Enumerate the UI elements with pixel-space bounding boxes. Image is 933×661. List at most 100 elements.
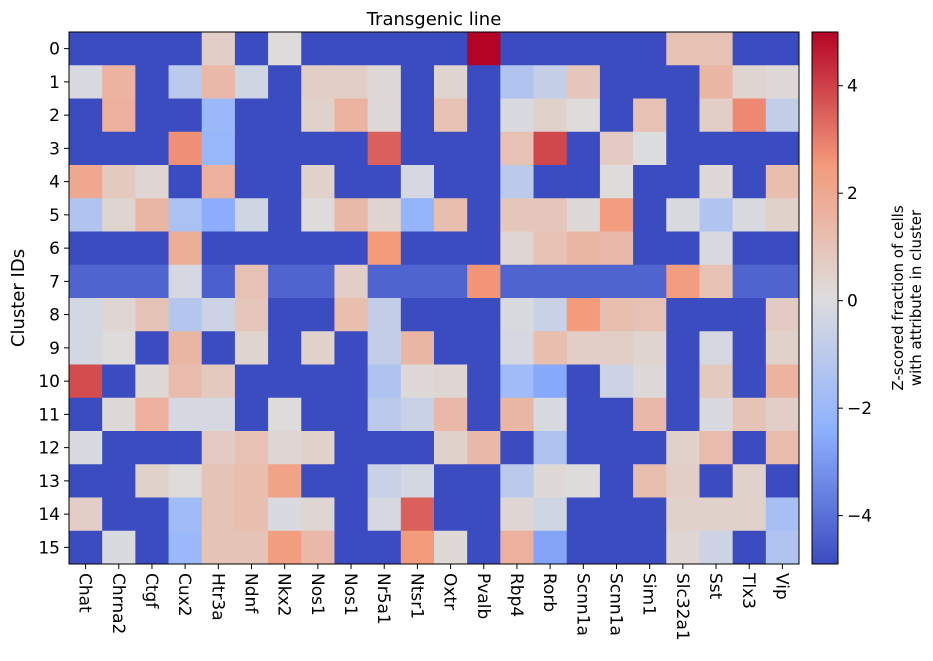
heatmap-cell <box>135 32 170 66</box>
colorbar <box>811 31 839 565</box>
heatmap-cell <box>599 364 634 399</box>
heatmap-cell <box>699 397 734 432</box>
heatmap-cell <box>135 364 170 399</box>
heatmap-cell <box>765 431 800 465</box>
y-tick-label: 11 <box>38 405 60 425</box>
heatmap-cell <box>533 530 568 565</box>
x-tick-label: Slc32a1 <box>672 573 692 641</box>
heatmap-cell <box>234 464 269 498</box>
heatmap-cell <box>699 464 734 498</box>
heatmap-cell <box>234 397 269 432</box>
heatmap-cell <box>268 32 302 66</box>
heatmap-cell <box>301 431 335 465</box>
heatmap-cell <box>566 98 601 133</box>
x-tick-label: Chrna2 <box>108 573 128 634</box>
heatmap-cell <box>69 331 103 365</box>
heatmap-cell <box>334 397 369 432</box>
heatmap-cell <box>234 231 269 266</box>
heatmap-cell <box>599 32 634 66</box>
heatmap-cell <box>69 464 103 498</box>
heatmap-cell <box>102 231 136 266</box>
heatmap-cell <box>666 231 700 266</box>
heatmap-cell <box>301 264 335 299</box>
heatmap-cell <box>135 198 170 232</box>
chart-title: Transgenic line <box>366 9 502 30</box>
heatmap-cell <box>334 298 369 332</box>
colorbar-label: Z-scored fraction of cells with attribut… <box>889 205 925 390</box>
heatmap-cell <box>268 530 302 565</box>
heatmap-cell <box>334 331 369 365</box>
heatmap-cell <box>533 198 568 232</box>
heatmap-cell <box>599 131 634 166</box>
heatmap-cell <box>467 331 501 365</box>
heatmap-cell <box>666 131 700 166</box>
heatmap-cell <box>168 165 203 199</box>
y-tick-label: 2 <box>49 106 60 126</box>
heatmap-cell <box>400 165 435 199</box>
heatmap-cell <box>301 165 335 199</box>
heatmap-cell <box>500 530 535 565</box>
heatmap-cell <box>135 231 170 266</box>
heatmap-cell <box>334 530 369 565</box>
x-tick-label: Chat <box>75 573 95 613</box>
heatmap-cell <box>168 464 203 498</box>
heatmap-cell <box>533 32 568 66</box>
heatmap-cell <box>168 65 203 99</box>
heatmap-cell <box>135 131 170 166</box>
heatmap-cell <box>699 431 734 465</box>
heatmap-cell <box>301 464 335 498</box>
heatmap-cell <box>666 431 700 465</box>
heatmap-cell <box>201 497 236 532</box>
heatmap-cell <box>367 431 402 465</box>
heatmap-cell <box>400 264 435 299</box>
heatmap-cell <box>135 98 170 133</box>
colorbar-tick-label: 4 <box>847 77 858 97</box>
heatmap-cell <box>599 65 634 99</box>
y-axis-label: Cluster IDs <box>8 249 29 347</box>
y-tick-label: 3 <box>49 139 60 159</box>
heatmap-cell <box>201 397 236 432</box>
heatmap-cell <box>765 198 800 232</box>
heatmap-cell <box>765 32 800 66</box>
heatmap-cell <box>168 497 203 532</box>
y-tick-label: 13 <box>38 472 60 492</box>
heatmap-cell <box>434 131 468 166</box>
heatmap-cell <box>599 497 634 532</box>
heatmap-cell <box>301 298 335 332</box>
heatmap-cell <box>533 65 568 99</box>
heatmap-cell <box>334 32 369 66</box>
heatmap-cell <box>666 364 700 399</box>
heatmap-cell <box>102 431 136 465</box>
heatmap-cell <box>268 364 302 399</box>
x-tick-label: Pvalb <box>473 573 493 619</box>
heatmap-cell <box>533 397 568 432</box>
heatmap-cell <box>633 98 667 133</box>
heatmap-cell <box>633 397 667 432</box>
heatmap-cell <box>434 32 468 66</box>
heatmap-cell <box>234 264 269 299</box>
heatmap-cell <box>599 464 634 498</box>
heatmap-cell <box>765 98 800 133</box>
heatmap-cell <box>201 264 236 299</box>
heatmap-cell <box>234 165 269 199</box>
heatmap-cell <box>301 397 335 432</box>
heatmap-cell <box>699 264 734 299</box>
heatmap-cell <box>367 530 402 565</box>
heatmap-cell <box>201 331 236 365</box>
heatmap-cell <box>599 165 634 199</box>
heatmap-cell <box>102 264 136 299</box>
heatmap-cell <box>201 530 236 565</box>
heatmap-cell <box>434 331 468 365</box>
heatmap-cell <box>467 497 501 532</box>
heatmap-cell <box>500 364 535 399</box>
heatmap-cell <box>765 530 800 565</box>
heatmap-cell <box>500 264 535 299</box>
heatmap-cell <box>201 231 236 266</box>
heatmap-cell <box>633 364 667 399</box>
heatmap-cell <box>467 397 501 432</box>
heatmap-cell <box>168 530 203 565</box>
heatmap-cell <box>102 98 136 133</box>
heatmap-cell <box>367 165 402 199</box>
heatmap-cell <box>268 431 302 465</box>
